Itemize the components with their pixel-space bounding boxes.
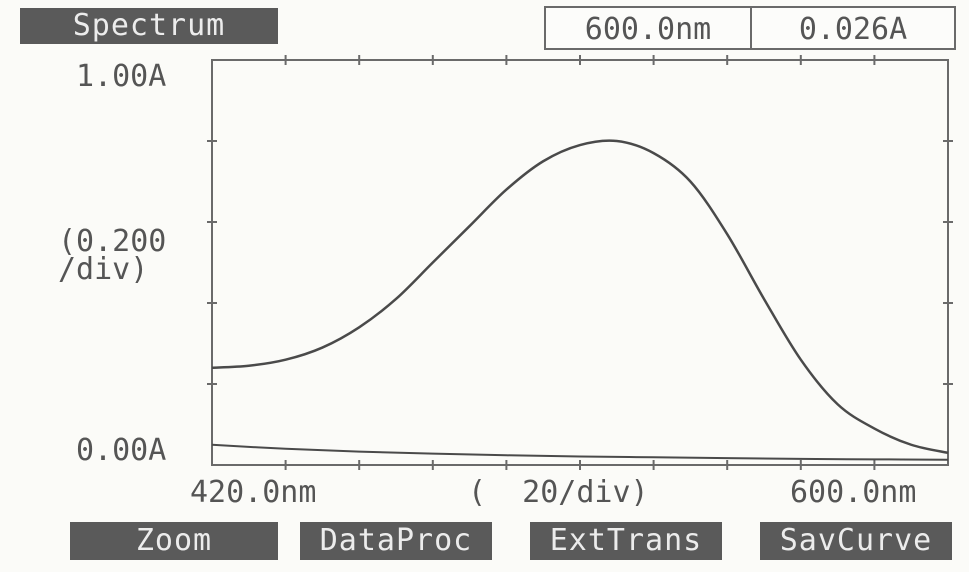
y-division-line1: (0.200: [58, 224, 167, 259]
y-axis-bottom-label: 0.00A: [76, 433, 167, 468]
axis-ticks: [207, 55, 953, 470]
y-axis-division-label: (0.200 /div): [58, 224, 198, 287]
x-axis-left-label: 420.0nm: [190, 475, 317, 510]
zoom-button[interactable]: Zoom: [70, 522, 278, 560]
baseline-curve: [211, 443, 949, 461]
spectrum-curves: [211, 139, 949, 461]
y-axis-top-label: 1.00A: [76, 59, 167, 94]
x-axis-right-label: 600.0nm: [790, 475, 917, 510]
y-division-line2: /div): [58, 252, 149, 287]
absorbance-readout: 0.026A: [750, 6, 956, 50]
dataproc-button[interactable]: DataProc: [300, 522, 492, 560]
wavelength-readout: 600.0nm: [544, 6, 752, 50]
x-axis-division-label: ( 20/div): [468, 475, 649, 510]
savcurve-button[interactable]: SavCurve: [760, 522, 952, 560]
exttrans-button[interactable]: ExtTrans: [530, 522, 722, 560]
screen-title: Spectrum: [20, 8, 278, 44]
absorbance-curve: [211, 139, 949, 455]
